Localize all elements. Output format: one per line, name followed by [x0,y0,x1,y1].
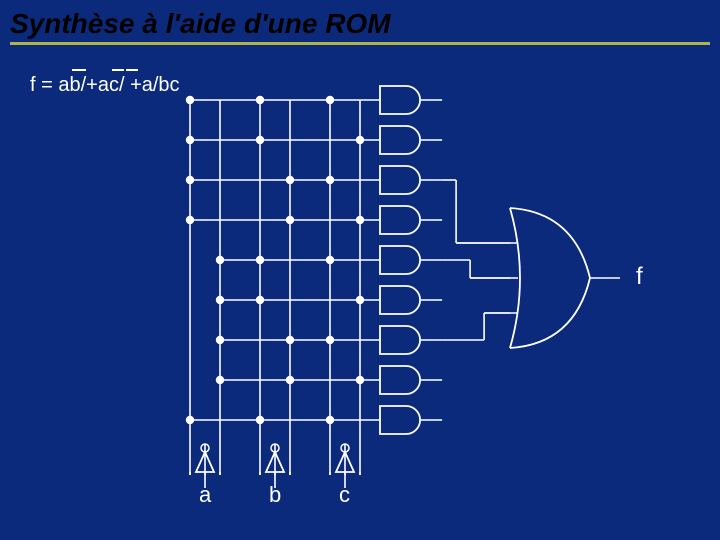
overbar [112,69,124,71]
svg-text:a: a [199,482,212,507]
equation-overbars [30,61,290,77]
svg-text:b: b [269,482,281,507]
svg-text:f: f [636,263,643,290]
title-underline [10,42,710,45]
rom-circuit-diagram: a b c f [150,80,690,530]
overbar [126,69,138,71]
svg-text:c: c [339,482,350,507]
page-title: Synthèse à l'aide d'une ROM [10,8,710,40]
overbar [72,69,86,71]
